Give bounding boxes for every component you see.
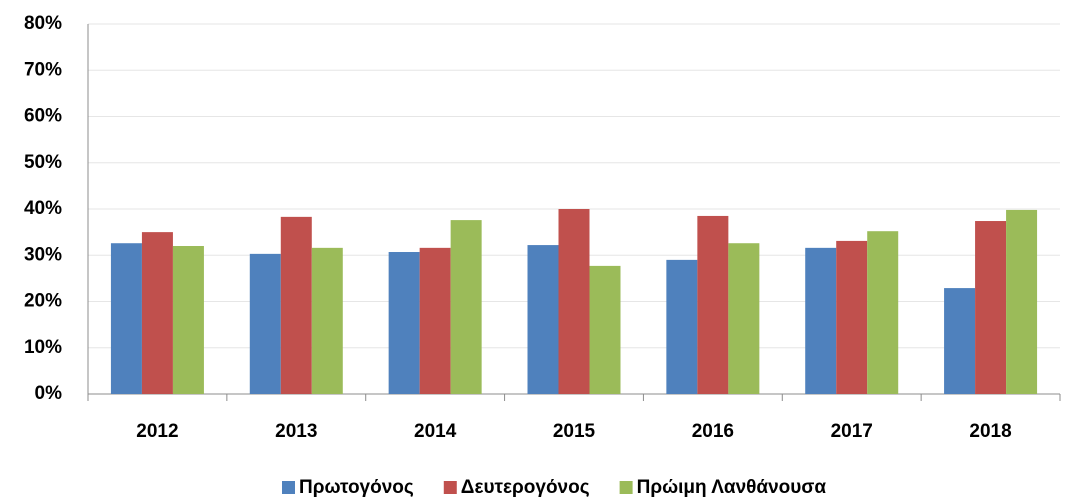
bar: [867, 231, 899, 394]
legend-swatch: [619, 481, 633, 494]
legend-swatch: [282, 481, 295, 494]
bar: [110, 243, 142, 394]
legend-label: Δευτερογόνος: [461, 477, 590, 498]
bar: [836, 240, 868, 394]
bar: [666, 259, 698, 394]
bar: [527, 245, 559, 394]
bar: [388, 252, 420, 394]
y-tick-label: 70%: [24, 59, 62, 80]
x-tick-label: 2017: [831, 421, 873, 442]
bar: [697, 215, 729, 394]
y-tick-label: 40%: [24, 198, 62, 219]
bar: [558, 209, 590, 394]
y-tick-label: 50%: [24, 152, 62, 173]
bar: [419, 247, 451, 394]
x-tick-label: 2016: [692, 421, 734, 442]
y-tick-label: 30%: [24, 244, 62, 265]
legend-label: Πρωτογόνος: [299, 477, 414, 498]
bar: [975, 221, 1007, 394]
bar: [172, 246, 204, 394]
bar: [249, 253, 281, 394]
bar: [141, 232, 173, 394]
bar: [280, 216, 312, 394]
y-tick-label: 0%: [35, 383, 63, 404]
legend-label: Πρώιμη Λανθάνουσα: [637, 477, 827, 498]
legend-swatch: [443, 481, 457, 494]
x-tick-label: 2015: [553, 421, 596, 442]
y-tick-label: 60%: [24, 106, 62, 127]
bar: [450, 220, 482, 394]
x-tick-label: 2018: [969, 421, 1011, 442]
bar: [728, 243, 760, 394]
bar: [1006, 209, 1038, 394]
y-tick-label: 20%: [24, 291, 62, 312]
x-tick-label: 2014: [414, 421, 457, 442]
bar: [805, 247, 837, 394]
bar: [311, 247, 343, 394]
x-tick-label: 2013: [275, 421, 317, 442]
x-tick-label: 2012: [136, 421, 178, 442]
bar: [589, 265, 621, 394]
y-tick-label: 10%: [24, 337, 62, 358]
y-tick-label: 80%: [24, 13, 62, 34]
bar: [944, 288, 976, 394]
